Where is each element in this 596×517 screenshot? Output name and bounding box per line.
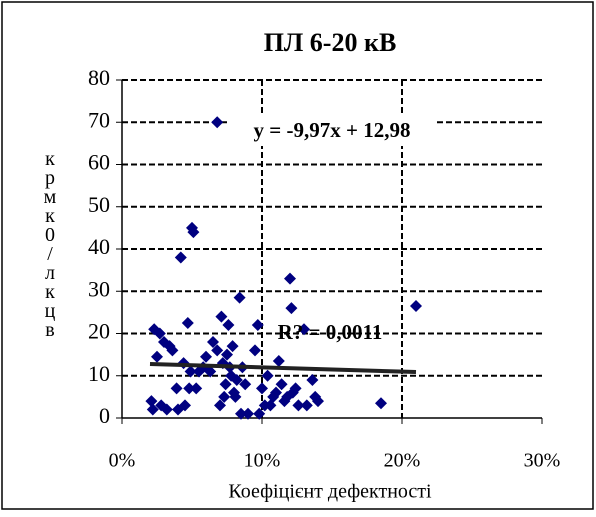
data-point [200, 350, 212, 363]
x-tick-label: 0% [109, 450, 136, 472]
y-tick-label: 10 [88, 361, 110, 386]
data-point [410, 300, 422, 313]
data-point [184, 365, 197, 378]
data-point [187, 226, 200, 239]
y-tick-label: 60 [88, 150, 110, 175]
data-point [218, 390, 231, 403]
data-point [207, 335, 219, 348]
data-point [160, 403, 173, 416]
annotation: y = -9,97x + 12,98 [254, 118, 411, 142]
data-point [211, 344, 224, 357]
data-point [166, 344, 179, 357]
data-point [183, 382, 196, 395]
data-point [270, 386, 282, 399]
data-point [289, 382, 302, 395]
data-point [153, 327, 166, 340]
data-point [219, 378, 232, 391]
data-point [151, 350, 163, 363]
data-point [214, 399, 226, 412]
data-point [190, 382, 203, 395]
chart-title: ПЛ 6-20 кВ [264, 28, 397, 57]
data-point [249, 344, 261, 357]
x-tick-label: 20% [384, 450, 421, 472]
x-tick-label: 30% [524, 450, 561, 472]
data-point [272, 354, 285, 367]
data-point [170, 382, 183, 395]
data-point [306, 373, 319, 386]
data-point [251, 319, 264, 332]
data-point [233, 291, 246, 304]
data-point [275, 378, 288, 391]
data-point [285, 302, 298, 315]
y-tick-label: 40 [88, 234, 110, 259]
y-tick-label: 50 [88, 192, 110, 217]
data-point [226, 340, 239, 353]
data-point [211, 116, 224, 129]
chart-border [1, 1, 594, 510]
data-point [229, 390, 242, 403]
y-tick-label: 0 [99, 403, 110, 428]
data-point [256, 382, 268, 395]
y-tick-label: 20 [88, 319, 110, 344]
y-tick-label: 70 [88, 107, 110, 132]
annotation: R? = 0,0011 [278, 320, 383, 344]
y-tick-label: 80 [88, 65, 110, 90]
data-point [174, 251, 187, 264]
data-point [300, 399, 313, 412]
data-point [375, 397, 387, 410]
data-point [292, 399, 305, 412]
data-point [215, 310, 228, 323]
data-point [145, 395, 158, 408]
x-axis-label: Коефіцієнт дефектності [228, 481, 432, 503]
y-tick-label: 30 [88, 276, 110, 301]
data-point [235, 407, 247, 420]
data-point [222, 319, 235, 332]
data-point [253, 407, 266, 420]
data-point [221, 348, 233, 361]
trend-line [149, 362, 417, 374]
data-point [146, 403, 159, 416]
x-tick-label: 10% [244, 450, 281, 472]
data-point [242, 407, 254, 420]
annotation-bg [228, 116, 436, 146]
data-point [204, 365, 217, 378]
data-point [298, 323, 310, 336]
data-point [284, 272, 296, 285]
data-point [261, 369, 274, 382]
data-point [181, 316, 194, 329]
y-axis-label: к р м к 0/л к ц в [44, 148, 57, 341]
data-point [312, 395, 324, 408]
data-point [239, 378, 252, 391]
data-point [230, 373, 243, 386]
data-point [179, 399, 191, 412]
